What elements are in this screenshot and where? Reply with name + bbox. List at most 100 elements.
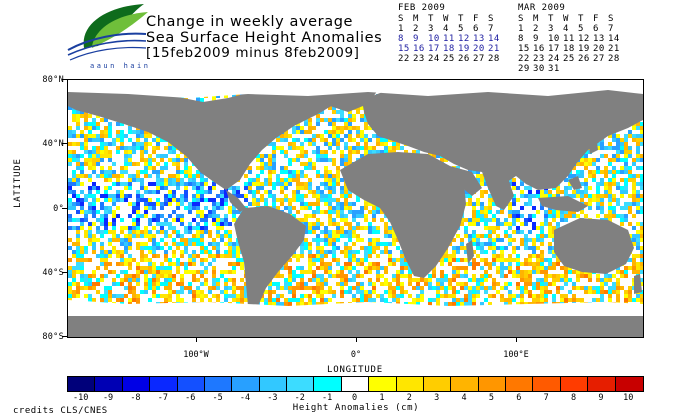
calendar-day: 4	[563, 24, 569, 34]
calendar-day: 19	[458, 44, 470, 54]
colorbar-tick: -5	[212, 393, 223, 403]
colorbar-swatch	[478, 377, 506, 391]
land-mass	[588, 134, 598, 154]
colorbar-tick: -2	[294, 393, 305, 403]
weekday: W	[563, 14, 569, 24]
land-mass	[466, 240, 474, 264]
title-line-1: Change in weekly average	[146, 14, 354, 30]
calendar-day: 5	[458, 24, 464, 34]
calendar-day	[593, 64, 608, 74]
calendar-month: MAR 2009	[518, 3, 566, 13]
colorbar-swatch	[369, 377, 397, 391]
calendar-day: 23	[413, 54, 425, 64]
calendar-feb: FEB 2009 S M T W T F S 1 2 3 4 5 6 7 8 9 10 11 12 13 14 15 16 17…	[398, 3, 503, 64]
x-axis-title: LONGITUDE	[327, 365, 383, 375]
colorbar-tick: 3	[434, 393, 440, 403]
colorbar-swatch	[451, 377, 479, 391]
calendar-day: 12	[458, 34, 470, 44]
colorbar	[67, 376, 644, 392]
lon-label-100e: 100°E	[503, 350, 529, 360]
colorbar-swatch	[287, 377, 315, 391]
weekday: S	[518, 14, 524, 24]
lat-label-40n: 40°N	[42, 139, 64, 149]
colorbar-swatch	[259, 377, 287, 391]
land-mass	[68, 80, 338, 190]
y-axis-title: LATITUDE	[13, 158, 23, 208]
calendar-day: 18	[563, 44, 575, 54]
calendar-day: 24	[548, 54, 560, 64]
calendar-day: 28	[608, 54, 620, 64]
land-mass	[450, 166, 482, 196]
colorbar-swatch	[95, 377, 123, 391]
calendar-day	[563, 64, 578, 74]
calendar-day: 28	[488, 54, 500, 64]
colorbar-swatch	[615, 377, 643, 391]
colorbar-swatch	[204, 377, 233, 391]
colorbar-swatch	[506, 377, 534, 391]
colorbar-swatch	[560, 377, 589, 391]
colorbar-tick: 4	[461, 393, 467, 403]
calendar-day: 8	[518, 34, 524, 44]
colorbar-swatch	[68, 377, 96, 391]
sea-height-map	[67, 79, 644, 338]
weekday: S	[398, 14, 404, 24]
calendar-day: 10	[548, 34, 560, 44]
land-mass	[362, 82, 643, 190]
weekday: W	[443, 14, 449, 24]
calendar-day: 14	[488, 34, 500, 44]
calendar-day: 27	[473, 54, 485, 64]
weekday: T	[578, 14, 584, 24]
weekday: S	[608, 14, 614, 24]
colorbar-tick: -9	[102, 393, 114, 403]
weekday: F	[593, 14, 599, 24]
map-canvas	[68, 80, 643, 337]
colorbar-tick: 5	[488, 393, 494, 403]
colorbar-tick: 2	[406, 393, 412, 403]
calendar-day: 15	[518, 44, 530, 54]
weekday: M	[413, 14, 419, 24]
calendar-day: 30	[533, 64, 545, 74]
calendar-day	[608, 64, 623, 74]
calendar-day: 20	[473, 44, 485, 54]
logo-text: aaun hain	[90, 62, 150, 70]
colorbar-tick: -6	[185, 393, 196, 403]
calendar-day: 26	[458, 54, 470, 64]
calendar-day: 5	[578, 24, 584, 34]
colorbar-swatch	[150, 377, 178, 391]
colorbar-swatch	[396, 377, 424, 391]
colorbar-swatch	[314, 377, 342, 391]
title-line-2: Sea Surface Height Anomalies	[146, 30, 383, 46]
calendar-day: 23	[533, 54, 545, 64]
calendar-day: 3	[548, 24, 554, 34]
calendar-day: 22	[398, 54, 410, 64]
colorbar-tick: 1	[379, 393, 385, 403]
land-mass	[226, 190, 246, 212]
lat-label-80n: 80°N	[42, 75, 64, 85]
land-mass	[568, 176, 582, 190]
calendar-day: 22	[518, 54, 530, 64]
calendar-day: 29	[518, 64, 530, 74]
colorbar-swatch	[588, 377, 616, 391]
weekday: F	[473, 14, 479, 24]
ice-mask	[68, 80, 643, 98]
land-mass	[634, 274, 642, 294]
lon-label-0: 0°	[350, 350, 362, 360]
calendar-day	[578, 64, 593, 74]
colorbar-tick: 8	[570, 393, 577, 403]
weekday: S	[488, 14, 494, 24]
colorbar-swatch	[122, 377, 151, 391]
calendar-day: 12	[578, 34, 590, 44]
calendar-day: 8	[398, 34, 404, 44]
calendar-day: 21	[488, 44, 500, 54]
calendar-mar: MAR 2009 S M T W T F S 1 2 3 4 5 6 7 8 9 10 11 12 13 14 15 16 17…	[518, 3, 623, 74]
ice-mask	[68, 300, 643, 316]
colorbar-title: Height Anomalies (cm)	[292, 403, 420, 413]
colorbar-tick: -4	[239, 393, 251, 403]
calendar-day: 26	[578, 54, 590, 64]
calendar-day: 27	[593, 54, 605, 64]
calendar-day: 19	[578, 44, 590, 54]
land-mass	[538, 196, 588, 212]
calendar-day: 31	[548, 64, 560, 74]
colorbar-swatch	[423, 377, 452, 391]
calendar-day: 17	[548, 44, 560, 54]
